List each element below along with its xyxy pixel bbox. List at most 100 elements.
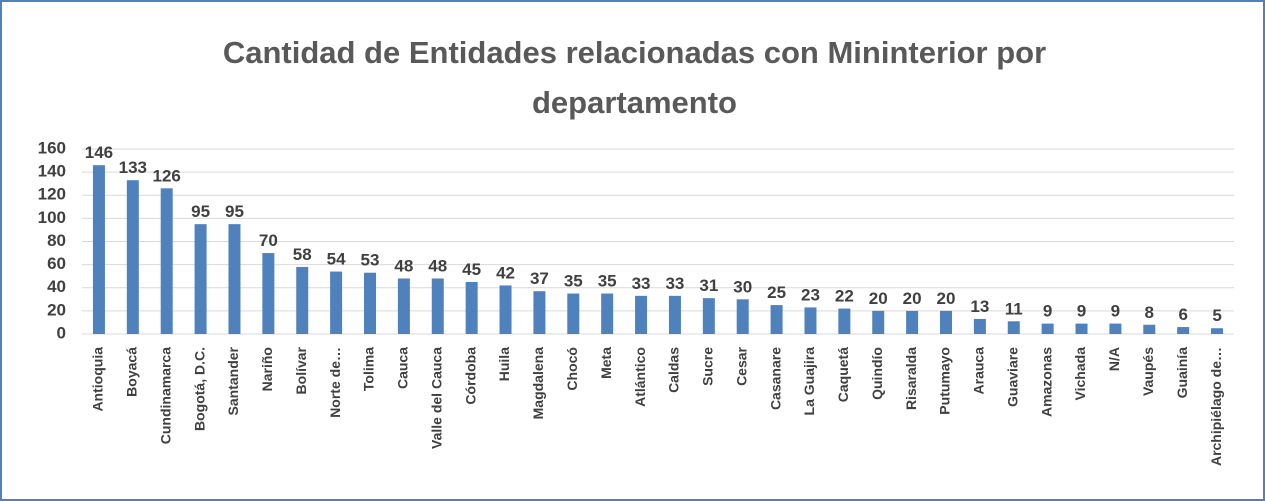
data-label: 6 [1178, 305, 1187, 324]
bar [1109, 323, 1122, 334]
x-tick-label: Norte de… [327, 347, 343, 418]
x-tick-label: Archipiélago de… [1208, 347, 1224, 466]
data-label: 33 [632, 274, 651, 293]
data-label: 25 [767, 283, 786, 302]
y-tick-label: 100 [38, 208, 66, 227]
x-tick-label: Putumayo [937, 347, 953, 415]
bar [635, 295, 648, 334]
bar [838, 308, 851, 334]
x-tick-label: Cesar [733, 346, 749, 385]
x-tick-label: Risaralda [903, 347, 919, 410]
x-tick-label: Córdoba [462, 347, 478, 405]
x-tick-label: Valle del Cauca [428, 347, 444, 449]
x-tick-label: Bogotá, D.C. [191, 347, 207, 431]
x-tick-label: N/A [1106, 347, 1122, 371]
x-tick-label: Quindío [869, 347, 885, 400]
x-tick-label: Caquetá [835, 347, 851, 402]
x-tick-label: Guaviare [1004, 347, 1020, 407]
x-tick-label: Sucre [700, 347, 716, 386]
data-label: 9 [1111, 302, 1120, 321]
x-tick-label: Boyacá [124, 347, 140, 397]
bar [601, 293, 614, 334]
bar [906, 310, 919, 334]
x-tick-label: Nariño [259, 347, 275, 391]
data-label: 35 [598, 272, 617, 291]
bar [431, 278, 444, 334]
data-label: 13 [970, 297, 989, 316]
y-tick-label: 40 [47, 277, 66, 296]
x-tick-label: Cauca [395, 347, 411, 389]
bar [1007, 321, 1020, 334]
chart-title: Cantidad de Entidades relacionadas con M… [222, 35, 1047, 120]
y-tick-label: 140 [38, 162, 66, 181]
x-tick-label: Vichada [1072, 347, 1088, 401]
bar [872, 310, 885, 334]
bar [1177, 327, 1190, 334]
bar [364, 272, 376, 334]
x-tick-label: Chocó [564, 347, 580, 391]
bar [668, 295, 681, 334]
data-label: 8 [1145, 303, 1154, 322]
bar [499, 285, 512, 334]
bar [1075, 323, 1088, 334]
x-tick-label: Amazonas [1038, 347, 1054, 417]
data-label: 146 [85, 143, 113, 162]
x-tick-label: Huila [496, 347, 512, 381]
x-tick-label: Antioquia [90, 347, 106, 412]
bar [702, 298, 715, 334]
x-tick-label: Casanare [767, 347, 783, 410]
y-tick-label: 20 [47, 300, 66, 319]
data-label: 35 [564, 272, 583, 291]
x-tick-label: Arauca [971, 347, 987, 395]
data-label: 9 [1077, 302, 1086, 321]
data-label: 9 [1043, 302, 1052, 321]
x-tick-label: Bolívar [293, 346, 309, 394]
data-label: 31 [699, 276, 718, 295]
data-label: 33 [665, 274, 684, 293]
bar [533, 291, 546, 334]
bar [228, 224, 241, 334]
data-label: 54 [327, 250, 346, 269]
data-label: 95 [225, 202, 244, 221]
data-label: 20 [903, 289, 922, 308]
data-label: 23 [801, 285, 820, 304]
x-tick-label: Meta [598, 347, 614, 379]
x-tick-label: Vaupés [1140, 347, 1156, 396]
bar [770, 305, 783, 334]
data-label: 30 [733, 277, 752, 296]
bar [567, 293, 580, 334]
data-label: 42 [496, 263, 515, 282]
bar [973, 318, 986, 334]
bar [736, 299, 749, 334]
data-label: 37 [530, 269, 549, 288]
bar [940, 310, 952, 334]
x-tick-label: Santander [225, 346, 241, 415]
data-label: 53 [361, 251, 380, 270]
data-label: 133 [119, 158, 147, 177]
bar [1143, 324, 1156, 334]
bar [1041, 323, 1054, 334]
data-label: 58 [293, 245, 312, 264]
data-label: 20 [937, 289, 956, 308]
x-tick-label: Magdalena [530, 347, 546, 420]
bar [330, 271, 343, 334]
bar [194, 224, 207, 334]
bar [804, 307, 817, 334]
bar [397, 278, 410, 334]
bar [126, 180, 139, 334]
x-tick-label: Cundinamarca [157, 347, 173, 444]
data-label: 20 [869, 289, 888, 308]
y-tick-label: 60 [47, 254, 66, 273]
bar [262, 253, 275, 334]
data-label: 11 [1005, 299, 1023, 318]
x-tick-label: Atlántico [632, 347, 648, 407]
data-label: 22 [835, 287, 854, 306]
x-tick-label: Caldas [666, 347, 682, 393]
x-tick-label: La Guajira [801, 347, 817, 416]
data-label: 126 [153, 166, 181, 185]
x-tick-label: Guainía [1174, 347, 1190, 399]
bar [1211, 328, 1224, 334]
y-tick-label: 160 [38, 138, 66, 157]
